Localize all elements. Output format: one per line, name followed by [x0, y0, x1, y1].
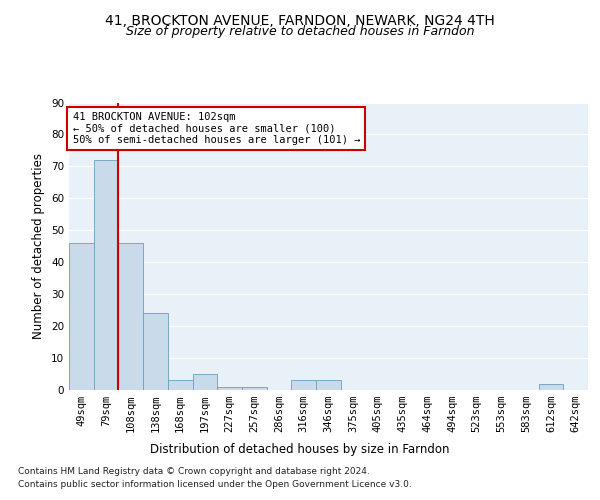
- Bar: [316, 380, 341, 390]
- Text: 41, BROCKTON AVENUE, FARNDON, NEWARK, NG24 4TH: 41, BROCKTON AVENUE, FARNDON, NEWARK, NG…: [105, 14, 495, 28]
- Bar: [94, 160, 118, 390]
- Text: Contains public sector information licensed under the Open Government Licence v3: Contains public sector information licen…: [18, 480, 412, 489]
- Text: Distribution of detached houses by size in Farndon: Distribution of detached houses by size …: [150, 442, 450, 456]
- Bar: [69, 243, 94, 390]
- Text: Size of property relative to detached houses in Farndon: Size of property relative to detached ho…: [126, 25, 474, 38]
- Text: Contains HM Land Registry data © Crown copyright and database right 2024.: Contains HM Land Registry data © Crown c…: [18, 468, 370, 476]
- Bar: [242, 387, 267, 390]
- Bar: [217, 387, 242, 390]
- Text: 41 BROCKTON AVENUE: 102sqm
← 50% of detached houses are smaller (100)
50% of sem: 41 BROCKTON AVENUE: 102sqm ← 50% of deta…: [73, 112, 360, 146]
- Bar: [118, 243, 143, 390]
- Bar: [168, 380, 193, 390]
- Bar: [143, 314, 168, 390]
- Y-axis label: Number of detached properties: Number of detached properties: [32, 153, 46, 340]
- Bar: [539, 384, 563, 390]
- Bar: [193, 374, 217, 390]
- Bar: [292, 380, 316, 390]
